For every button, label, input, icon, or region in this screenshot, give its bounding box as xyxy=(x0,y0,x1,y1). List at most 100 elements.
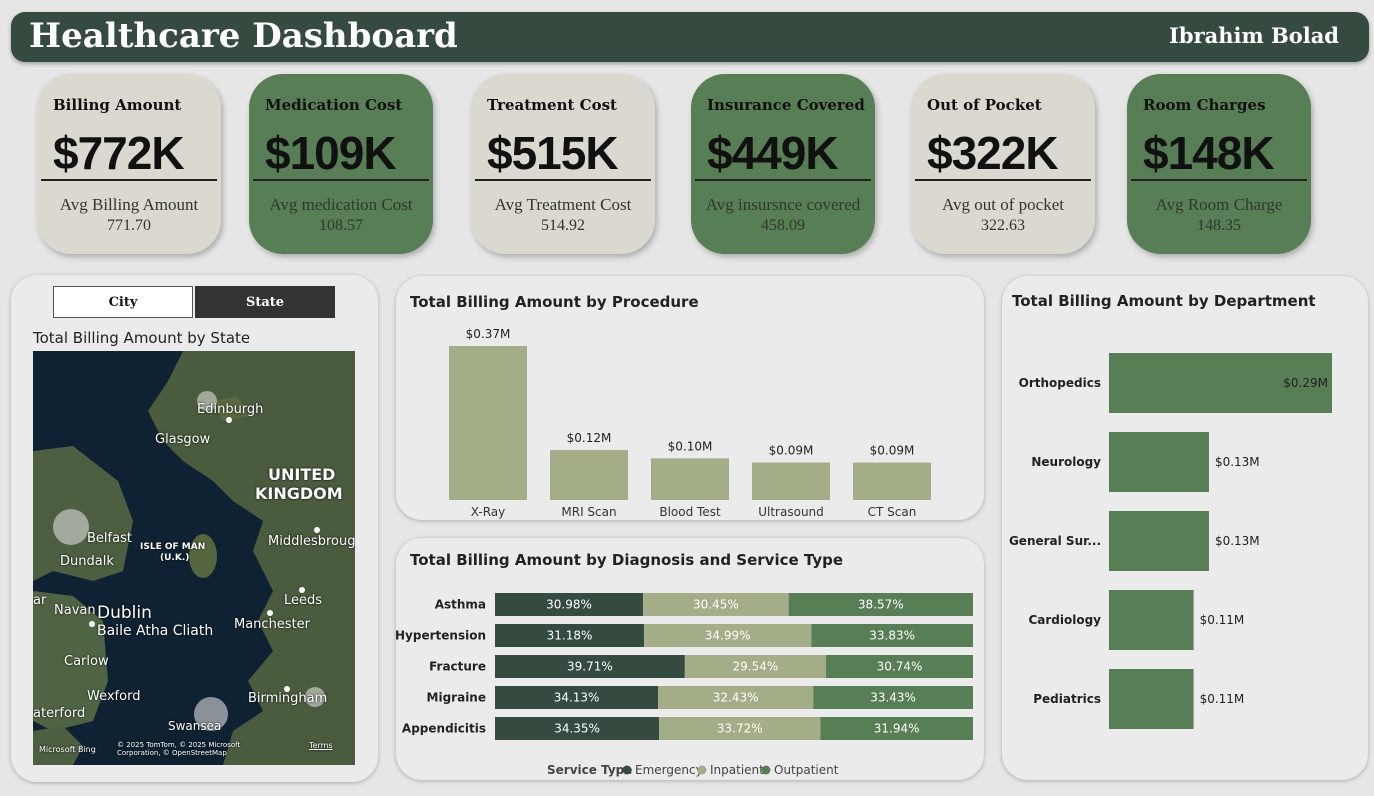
diagnosis-segment-inpatient[interactable] xyxy=(644,624,812,647)
map-attribution: © 2025 TomTom, © 2025 Microsoft Corporat… xyxy=(117,741,241,757)
diagnosis-segment-emergency[interactable] xyxy=(495,624,645,647)
department-bar[interactable] xyxy=(1109,353,1332,413)
map-label-navan: Navan xyxy=(54,603,96,618)
department-bar-value-label: $0.11M xyxy=(1200,613,1245,627)
kpi-sub-value: 148.35 xyxy=(1197,217,1241,234)
kpi-sub-label: Avg medication Cost xyxy=(269,195,413,214)
kpi-card: Room Charges $148K Avg Room Charge 148.35 xyxy=(1127,74,1311,254)
diagnosis-segment-outpatient[interactable] xyxy=(813,686,973,709)
map-label-dundalk: Dundalk xyxy=(60,554,114,569)
kpi-sub-label: Avg Room Charge xyxy=(1155,195,1283,214)
diagnosis-chart-title: Total Billing Amount by Diagnosis and Se… xyxy=(410,551,844,569)
map-label-middlesbrough: Middlesbroug xyxy=(268,534,355,549)
department-chart-title: Total Billing Amount by Department xyxy=(1012,292,1316,310)
diagnosis-segment-emergency[interactable] xyxy=(495,717,660,740)
department-bar[interactable] xyxy=(1109,590,1194,650)
diagnosis-segment-outpatient[interactable] xyxy=(788,593,973,616)
kpi-title: Insurance Covered xyxy=(707,96,865,114)
procedure-bar[interactable] xyxy=(550,450,628,500)
procedure-bar[interactable] xyxy=(853,462,931,500)
diagnosis-segment-inpatient[interactable] xyxy=(643,593,789,616)
kpi-sub-value: 458.09 xyxy=(761,217,805,234)
department-category-label: Pediatrics xyxy=(1033,692,1101,706)
kpi-title: Billing Amount xyxy=(53,96,182,114)
map-label-dublin: Dublin xyxy=(97,603,152,623)
diagnosis-segment-label: 30.98% xyxy=(546,598,592,612)
diagnosis-segment-emergency[interactable] xyxy=(495,593,644,616)
city-marker xyxy=(267,610,273,616)
diagnosis-segment-inpatient[interactable] xyxy=(658,686,814,709)
city-toggle-button[interactable]: City xyxy=(53,286,193,318)
map-label-uk-1: UNITED xyxy=(268,465,336,484)
department-bar[interactable] xyxy=(1109,432,1209,492)
procedure-category-label: CT Scan xyxy=(868,505,917,519)
diagnosis-segment-outpatient[interactable] xyxy=(811,624,973,647)
diagnosis-segment-inpatient[interactable] xyxy=(659,717,821,740)
procedure-chart-title: Total Billing Amount by Procedure xyxy=(410,293,699,311)
kpi-sub-value: 108.57 xyxy=(319,217,363,234)
kpi-title: Room Charges xyxy=(1143,96,1266,114)
diagnosis-segment-outpatient[interactable] xyxy=(826,655,973,678)
kpi-sub-label: Avg insursnce covered xyxy=(705,195,861,214)
map-bubble[interactable] xyxy=(197,391,217,411)
dashboard-header: Healthcare Dashboard Ibrahim Bolad xyxy=(11,12,1369,62)
diagnosis-segment-label: 31.18% xyxy=(547,629,593,643)
diagnosis-segment-emergency[interactable] xyxy=(495,686,659,709)
department-bar[interactable] xyxy=(1109,511,1209,571)
procedure-bar-value-label: $0.10M xyxy=(668,439,713,453)
state-toggle-button[interactable]: State xyxy=(195,286,335,318)
procedure-bar[interactable] xyxy=(449,346,527,500)
diagnosis-segment-label: 30.74% xyxy=(877,660,923,674)
diagnosis-category-label: Hypertension xyxy=(396,629,486,643)
diagnosis-category-label: Asthma xyxy=(435,598,486,612)
diagnosis-segment-label: 33.72% xyxy=(717,722,763,736)
map-title: Total Billing Amount by State xyxy=(33,329,251,347)
bing-logo: Microsoft Bing xyxy=(39,745,96,754)
billing-by-state-map[interactable]: Edinburgh Glasgow UNITED KINGDOM Belfast… xyxy=(33,351,355,765)
legend-title: Service Type xyxy=(547,763,632,777)
procedure-bar-value-label: $0.09M xyxy=(870,444,915,458)
map-label-carlow: Carlow xyxy=(64,654,109,669)
map-bubble[interactable] xyxy=(194,697,228,731)
page-title: Healthcare Dashboard xyxy=(29,16,458,56)
kpi-value: $148K xyxy=(1143,127,1275,179)
map-label-manchester: Manchester xyxy=(234,617,311,632)
map-label-glasgow: Glasgow xyxy=(155,432,211,447)
procedure-bar[interactable] xyxy=(752,462,830,500)
kpi-sub-value: 771.70 xyxy=(107,217,151,234)
diagnosis-segment-label: 34.99% xyxy=(705,629,751,643)
kpi-title: Treatment Cost xyxy=(487,96,617,114)
map-bubble[interactable] xyxy=(305,687,325,707)
kpi-title: Out of Pocket xyxy=(927,96,1042,114)
map-label-edinburgh: Edinburgh xyxy=(197,402,264,417)
kpi-card: Treatment Cost $515K Avg Treatment Cost 514… xyxy=(471,74,655,254)
map-label-iom-1: ISLE OF MAN xyxy=(140,542,206,552)
kpi-value: $322K xyxy=(927,127,1059,179)
department-category-label: Neurology xyxy=(1031,455,1101,469)
legend-item-inpatient[interactable]: Inpatient xyxy=(710,763,764,777)
legend-item-outpatient[interactable]: Outpatient xyxy=(774,763,839,777)
legend-item-emergency[interactable]: Emergency xyxy=(635,763,703,777)
city-marker xyxy=(299,587,305,593)
diagnosis-segment-emergency[interactable] xyxy=(495,655,685,678)
kpi-sub-value: 322.63 xyxy=(981,217,1025,234)
kpi-sub-label: Avg Billing Amount xyxy=(59,195,199,214)
procedure-bar-value-label: $0.09M xyxy=(769,444,814,458)
kpi-title: Medication Cost xyxy=(265,96,403,114)
department-bar[interactable] xyxy=(1109,669,1194,729)
diagnosis-category-label: Migraine xyxy=(427,691,486,705)
diagnosis-segment-inpatient[interactable] xyxy=(684,655,827,678)
procedure-bar-chart: $0.37M X-Ray $0.12M MRI Scan $0.10M Blood Tes… xyxy=(449,327,931,519)
diagnosis-segment-outpatient[interactable] xyxy=(820,717,973,740)
procedure-category-label: Blood Test xyxy=(659,505,721,519)
map-label-swansea: Swansea xyxy=(168,719,222,733)
diagnosis-segment-label: 29.54% xyxy=(733,660,779,674)
map-terms-link[interactable]: Terms xyxy=(309,741,333,750)
diagnosis-segment-label: 32.43% xyxy=(713,691,759,705)
department-bar-value-label: $0.13M xyxy=(1215,455,1260,469)
diagnosis-segment-label: 33.43% xyxy=(870,691,916,705)
map-label-ar: ar xyxy=(33,593,47,608)
map-bubble[interactable] xyxy=(53,509,89,545)
diagnosis-segment-label: 38.57% xyxy=(858,598,904,612)
procedure-bar[interactable] xyxy=(651,458,729,500)
